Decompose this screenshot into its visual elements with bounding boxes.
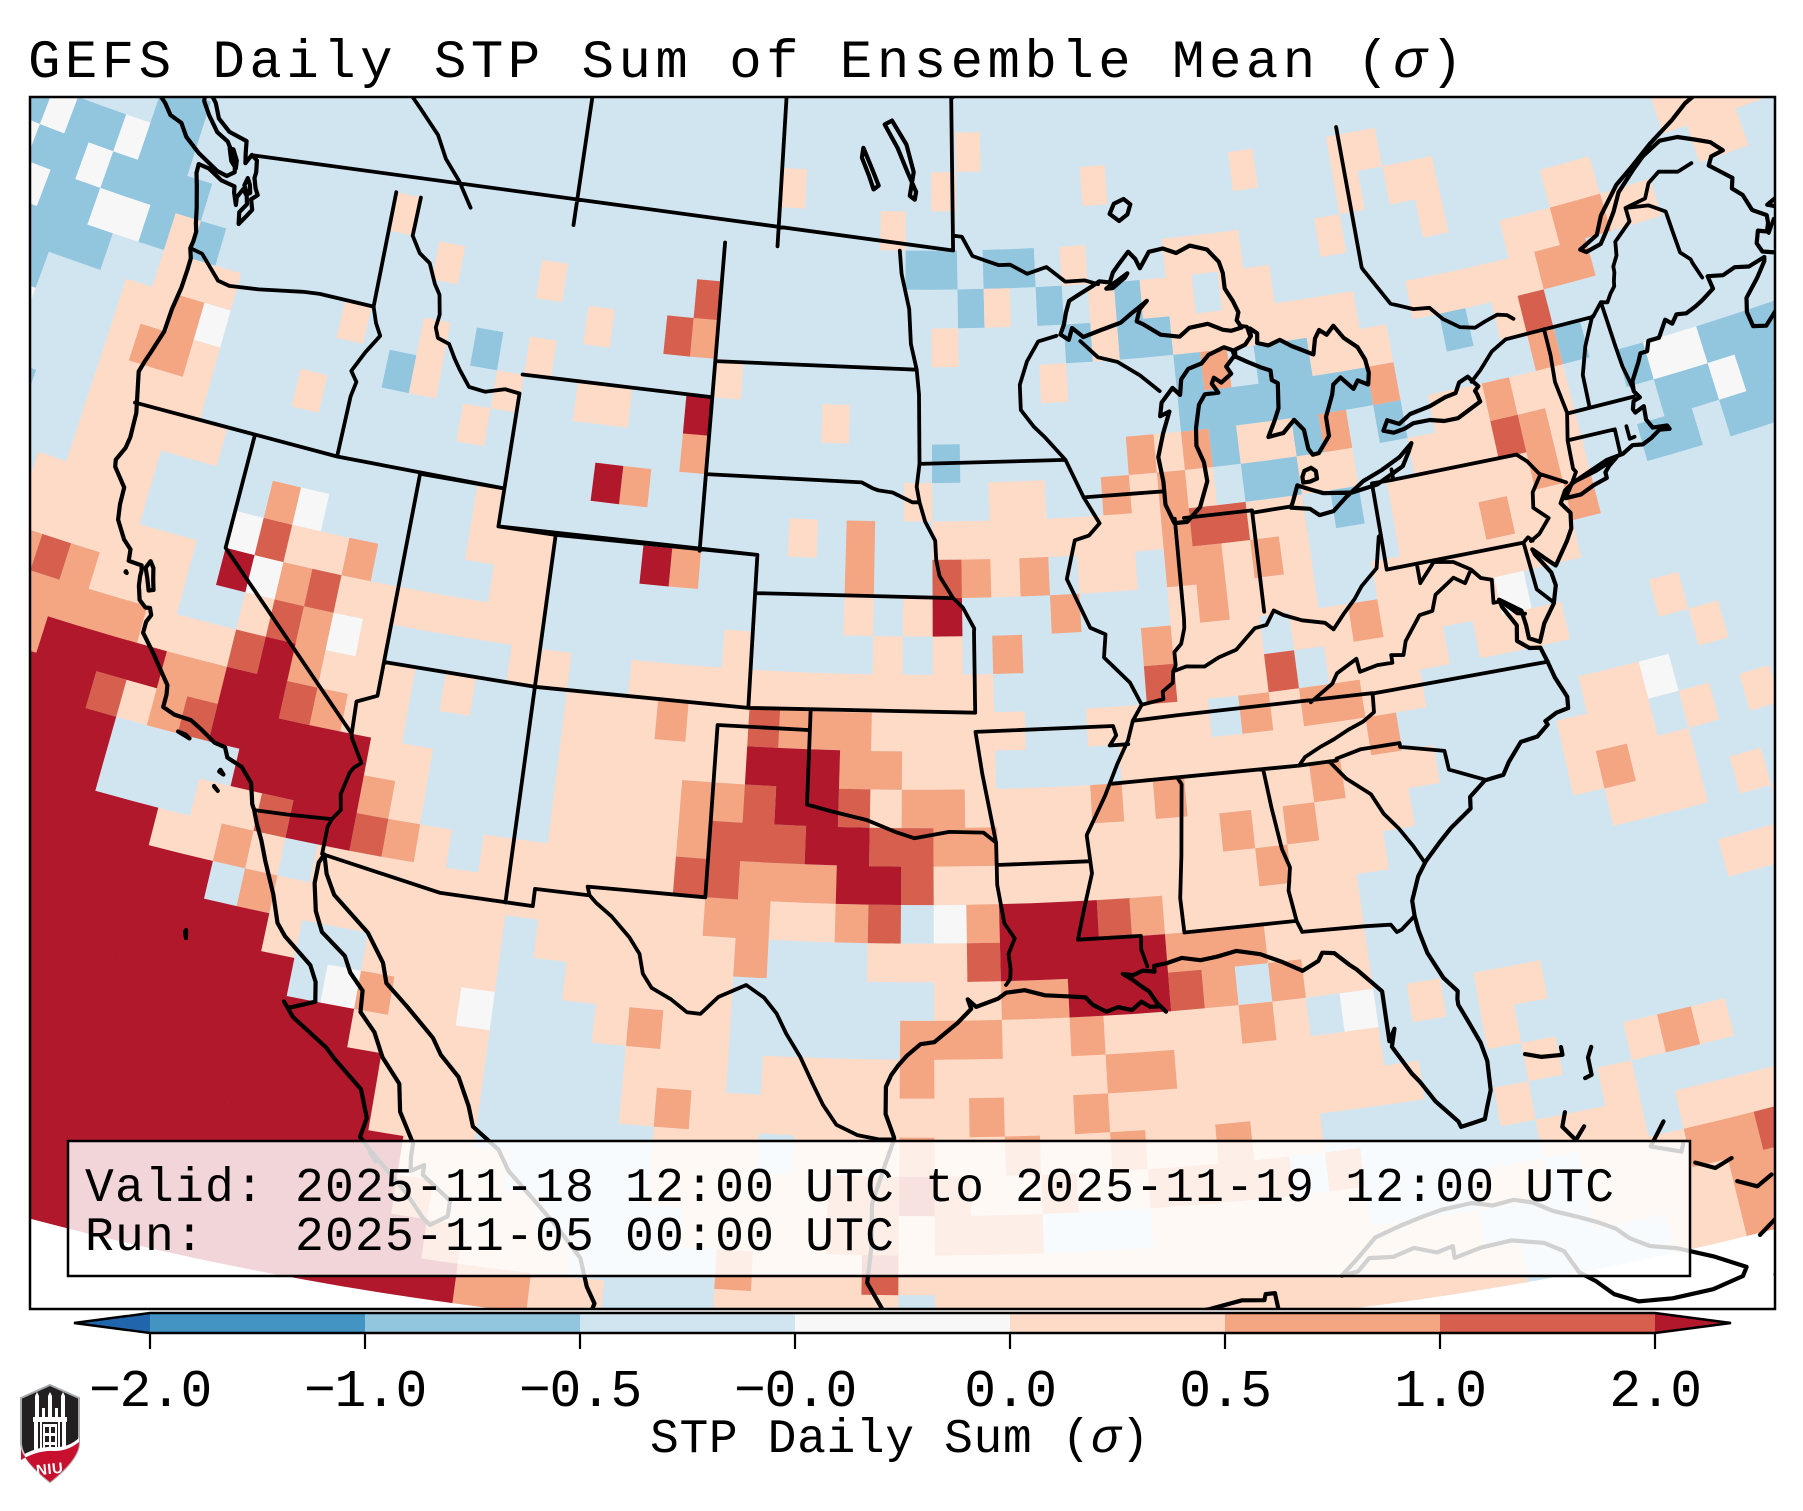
- svg-text:1.0: 1.0: [1394, 1362, 1486, 1422]
- svg-text:GEFS Daily STP Sum of Ensemble: GEFS Daily STP Sum of Ensemble Mean (σ): [28, 33, 1467, 94]
- svg-text:−2.0: −2.0: [89, 1362, 211, 1422]
- svg-text:2.0: 2.0: [1609, 1362, 1701, 1422]
- svg-text:−0.5: −0.5: [519, 1362, 641, 1422]
- svg-text:Run:: Run:: [85, 1211, 205, 1265]
- svg-text:Valid: 2025-11-18 12:00 UTC to: Valid: 2025-11-18 12:00 UTC to 2025-11-1…: [85, 1162, 1615, 1216]
- svg-text:0.0: 0.0: [964, 1362, 1056, 1422]
- svg-text:NIU: NIU: [35, 1460, 64, 1480]
- svg-text:0.5: 0.5: [1179, 1362, 1271, 1422]
- svg-text:2025-11-05 00:00 UTC: 2025-11-05 00:00 UTC: [295, 1211, 895, 1265]
- svg-text:−0.0: −0.0: [734, 1362, 856, 1422]
- svg-text:−1.0: −1.0: [304, 1362, 426, 1422]
- svg-text:STP Daily Sum (σ): STP Daily Sum (σ): [650, 1413, 1150, 1467]
